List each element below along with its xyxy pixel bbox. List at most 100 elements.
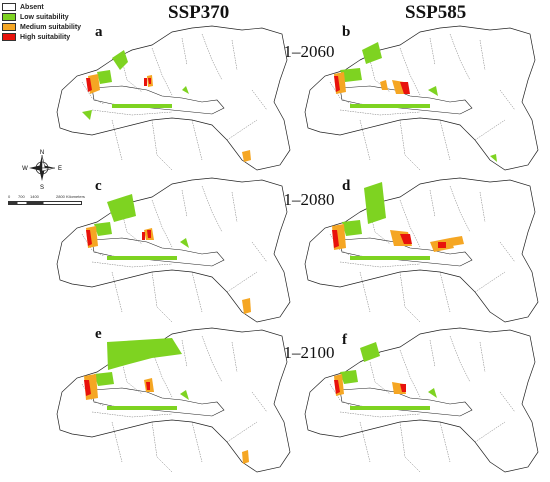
country-border <box>439 421 451 463</box>
suitability-low <box>342 220 362 236</box>
legend-item-high: High suitability <box>2 32 122 42</box>
country-border <box>439 271 451 313</box>
country-border <box>91 261 173 268</box>
legend-swatch-high <box>2 33 16 41</box>
panel-letter-e: e <box>95 326 102 342</box>
country-border <box>329 383 353 407</box>
country-border <box>399 199 421 248</box>
suitability-low <box>97 70 112 84</box>
suitability-high <box>400 82 410 94</box>
legend-label-high: High suitability <box>20 33 71 41</box>
country-border <box>191 119 203 161</box>
country-border <box>359 119 371 161</box>
country-border <box>399 47 421 96</box>
suitability-low <box>94 222 112 236</box>
suitability-high <box>146 382 150 390</box>
map-panel-f <box>304 327 539 473</box>
suitability-high <box>332 230 339 248</box>
country-border <box>91 411 173 418</box>
suitability-low <box>182 86 189 94</box>
suitability-low <box>107 338 182 370</box>
country-border <box>226 271 258 293</box>
suitability-medium <box>242 298 251 314</box>
country-border <box>429 37 436 66</box>
legend-label-low: Low suitability <box>20 13 69 21</box>
column-heading-ssp370: SSP370 <box>168 2 230 23</box>
suitability-high <box>86 78 92 92</box>
country-border <box>151 47 173 96</box>
legend-swatch-low <box>2 13 16 21</box>
scale-bar-graphic <box>8 201 82 205</box>
country-border <box>231 341 238 373</box>
map-panel-e <box>56 327 291 473</box>
map-panel-d <box>304 177 539 323</box>
suitability-low <box>428 86 438 96</box>
country-border <box>339 261 421 268</box>
suitability-high <box>147 230 151 238</box>
map-panel-a <box>56 25 291 171</box>
country-border <box>91 109 173 116</box>
scale-bar: 0 700 1400 2800 Kilometers <box>2 194 112 214</box>
country-border <box>449 185 471 233</box>
suitability-low <box>362 42 382 64</box>
compass-s: S <box>40 185 44 190</box>
map-panel-b <box>304 25 539 171</box>
country-border <box>399 349 421 398</box>
country-border <box>449 33 471 81</box>
country-border <box>121 361 143 395</box>
suitability-low <box>364 182 386 224</box>
column-heading-ssp585: SSP585 <box>405 2 467 23</box>
country-border <box>201 185 223 233</box>
country-border <box>226 421 258 443</box>
suitability-low <box>107 256 177 260</box>
legend-item-low: Low suitability <box>2 12 122 22</box>
country-border <box>339 411 421 418</box>
suitability-low <box>490 154 497 162</box>
suitability-low <box>350 256 430 260</box>
compass-n: N <box>40 150 44 156</box>
panel-letter-b: b <box>342 24 351 40</box>
country-border <box>181 339 188 368</box>
suitability-low <box>350 406 430 410</box>
scale-tick-1400: 1400 <box>30 194 39 199</box>
country-border <box>231 191 238 223</box>
country-border <box>111 271 123 313</box>
country-border <box>479 341 486 373</box>
country-border <box>201 335 223 383</box>
country-border <box>251 391 268 413</box>
country-border <box>151 421 173 473</box>
country-border <box>499 89 516 111</box>
country-border <box>329 81 353 105</box>
country-border <box>191 421 203 463</box>
suitability-high <box>148 78 151 84</box>
suitability-high <box>144 78 147 86</box>
country-border <box>226 119 258 141</box>
legend-label-medium: Medium suitability <box>20 23 82 31</box>
country-border <box>474 271 506 293</box>
country-border <box>399 119 421 171</box>
country-border <box>151 271 173 323</box>
country-border <box>231 39 238 71</box>
suitability-low <box>428 388 437 398</box>
suitability-medium <box>242 450 249 464</box>
country-border <box>81 81 105 105</box>
country-border <box>479 191 486 223</box>
country-border <box>474 119 506 141</box>
legend-item-absent: Absent <box>2 2 122 12</box>
country-border <box>339 109 421 116</box>
suitability-low <box>180 390 189 400</box>
suitability-low <box>107 406 177 410</box>
suitability-low <box>180 238 189 248</box>
country-border <box>429 339 436 368</box>
suitability-low <box>340 370 358 384</box>
country-border <box>121 59 143 93</box>
compass-w: W <box>22 166 28 172</box>
country-border <box>201 33 223 81</box>
suitability-high <box>438 242 446 248</box>
compass-rose-icon: N S E W <box>22 150 62 191</box>
suitability-low <box>340 68 362 82</box>
suitability-high <box>400 234 412 244</box>
country-border <box>499 391 516 413</box>
country-border <box>359 421 371 463</box>
panel-letter-c: c <box>95 178 102 194</box>
